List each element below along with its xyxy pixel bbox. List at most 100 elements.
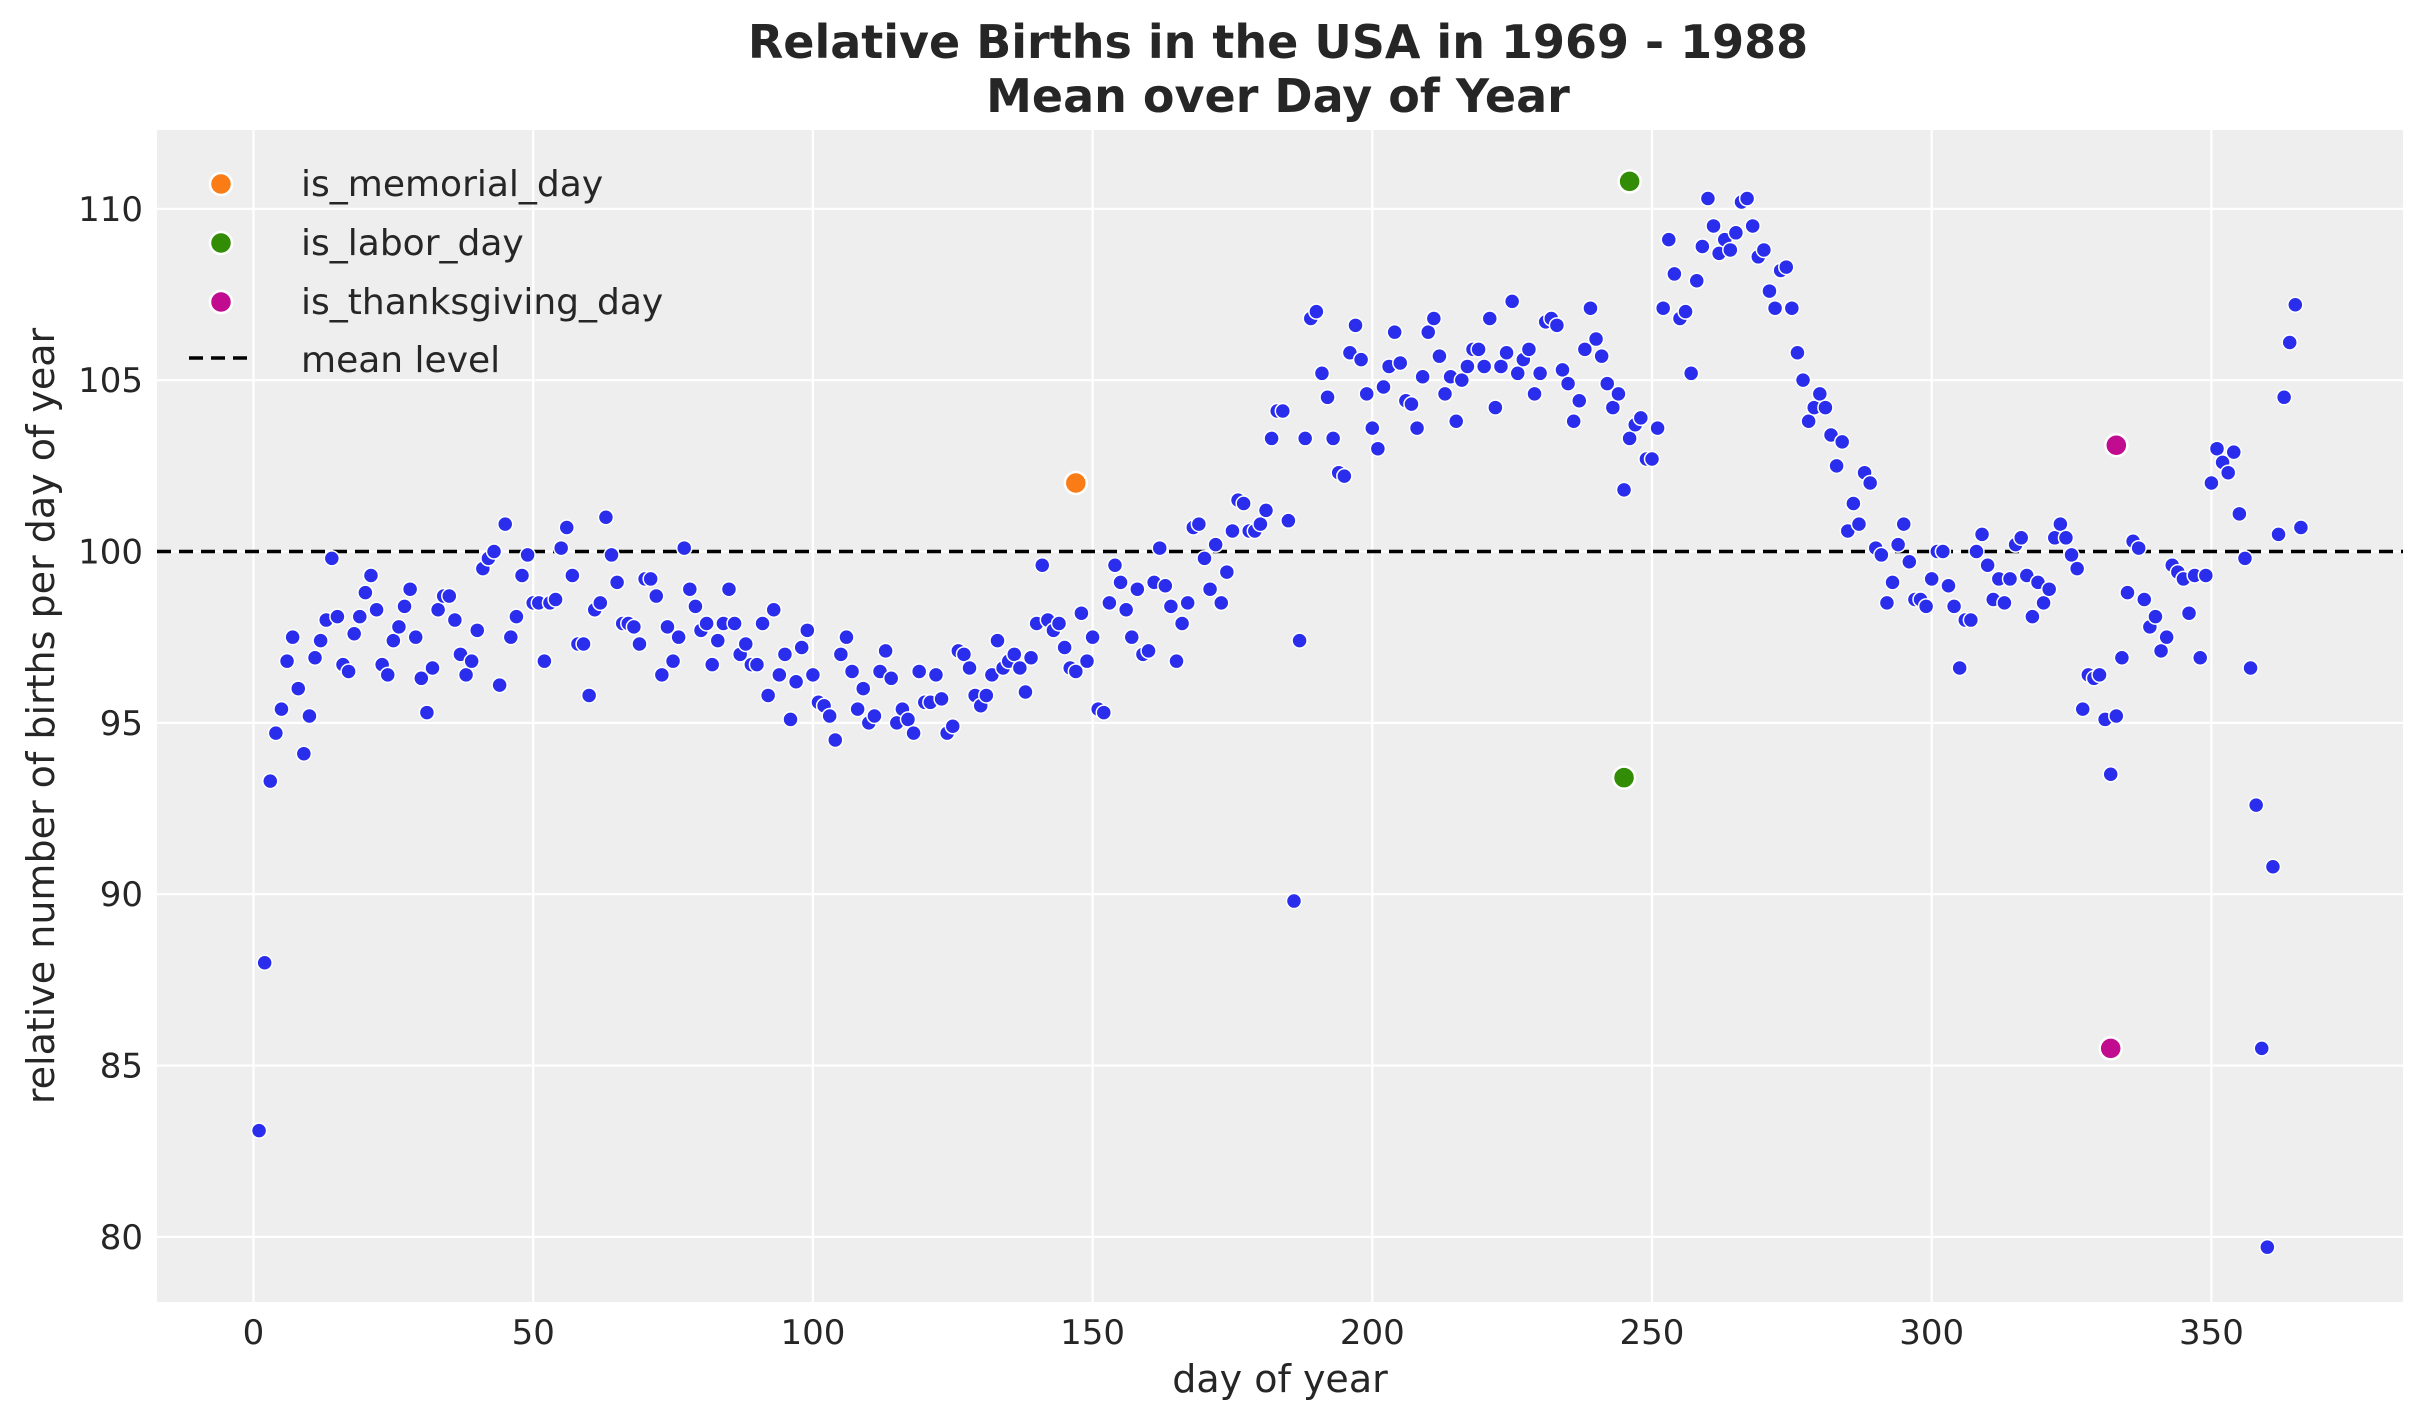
legend-item-mean-level: mean level	[189, 340, 500, 381]
data-point	[485, 543, 503, 560]
data-point	[2225, 443, 2243, 461]
data-point	[446, 611, 464, 629]
data-point	[1996, 594, 2013, 612]
data-point	[927, 666, 945, 684]
data-point	[1129, 580, 1146, 598]
data-point	[1889, 536, 1907, 553]
data-point	[1828, 457, 1845, 475]
data-point	[1526, 385, 1543, 403]
data-point	[1833, 433, 1851, 451]
data-point	[1895, 515, 1912, 533]
data-point	[295, 745, 313, 762]
data-point	[491, 676, 508, 694]
data-point	[2108, 707, 2125, 725]
data-point	[429, 601, 447, 619]
data-point	[961, 659, 978, 677]
data-point	[362, 567, 380, 584]
legend-marker-memorial-day	[208, 171, 234, 197]
data-point	[536, 652, 553, 670]
data-point	[1101, 594, 1118, 612]
data-point	[1224, 522, 1241, 540]
data-point	[267, 724, 285, 742]
holiday-points	[1063, 169, 2129, 1061]
data-point	[256, 954, 273, 971]
data-point	[1621, 430, 1638, 447]
data-point	[2287, 296, 2304, 314]
data-point	[1934, 543, 1952, 560]
data-point	[1761, 282, 1778, 300]
data-point	[2197, 567, 2215, 584]
data-point	[1800, 413, 1817, 430]
data-point	[575, 635, 592, 653]
data-point	[1117, 601, 1135, 619]
data-point	[345, 625, 363, 643]
y-tick-labels: 80 85 90 95 100 105 110	[78, 190, 143, 1258]
data-point	[2264, 858, 2282, 876]
data-point	[424, 659, 441, 677]
data-point	[905, 724, 922, 742]
data-point	[1643, 450, 1661, 468]
data-point	[2057, 529, 2075, 547]
data-point	[1419, 323, 1437, 341]
data-point	[519, 546, 536, 564]
legend: is_memorial_day is_labor_day is_thanksgi…	[189, 164, 663, 381]
data-point	[1548, 317, 1566, 334]
data-point	[2236, 550, 2254, 567]
data-point	[1017, 683, 1034, 701]
data-point	[1979, 556, 1996, 574]
data-point	[1559, 375, 1577, 392]
data-point	[1436, 385, 1454, 403]
y-tick-label: 105	[78, 361, 143, 401]
data-point	[2219, 464, 2237, 481]
data-point	[1593, 347, 1610, 365]
data-point	[625, 618, 643, 636]
is-labor-day-point	[1617, 169, 1642, 194]
data-point	[1744, 217, 1761, 235]
x-tick-label: 300	[1899, 1313, 1964, 1353]
data-point	[1492, 358, 1510, 375]
data-point	[1962, 611, 1980, 629]
legend-label-memorial-day: is_memorial_day	[301, 164, 603, 205]
data-point	[787, 673, 805, 690]
data-point	[1654, 299, 1672, 317]
data-point	[754, 615, 771, 632]
data-point	[1699, 190, 1717, 207]
data-point	[323, 550, 341, 567]
data-point	[659, 618, 676, 636]
data-point	[1973, 526, 1991, 543]
data-point	[1878, 594, 1896, 612]
data-point	[1727, 224, 1745, 242]
data-point	[1649, 419, 1666, 437]
x-tick-label: 200	[1340, 1313, 1405, 1353]
data-point	[284, 628, 301, 646]
data-point	[1352, 351, 1370, 368]
data-point	[1459, 358, 1476, 375]
data-point	[1313, 365, 1331, 382]
x-tick-labels: 0 50 100 150 200 250 300 350	[243, 1313, 2244, 1353]
data-point	[2270, 526, 2287, 543]
data-point	[1682, 365, 1700, 382]
data-point	[799, 622, 816, 639]
data-point	[1470, 341, 1487, 358]
data-point	[1850, 515, 1868, 533]
data-point	[2180, 604, 2198, 622]
data-point	[250, 1122, 268, 1139]
data-point	[1095, 704, 1113, 721]
legend-label-thanksgiving-day: is_thanksgiving_day	[301, 282, 663, 323]
data-point	[2147, 608, 2164, 625]
y-axis-label: relative number of births per day of yea…	[19, 327, 63, 1104]
data-point	[2203, 474, 2220, 492]
data-point	[2068, 560, 2086, 577]
data-point	[413, 670, 430, 687]
data-point	[771, 666, 788, 684]
data-point	[1755, 241, 1773, 259]
data-point	[1587, 330, 1605, 348]
data-point	[1783, 299, 1801, 317]
data-point	[385, 632, 402, 649]
data-point	[849, 700, 866, 718]
y-tick-label: 80	[100, 1218, 143, 1258]
data-point	[1386, 323, 1403, 341]
data-point	[1694, 238, 1711, 255]
data-point	[564, 567, 581, 584]
